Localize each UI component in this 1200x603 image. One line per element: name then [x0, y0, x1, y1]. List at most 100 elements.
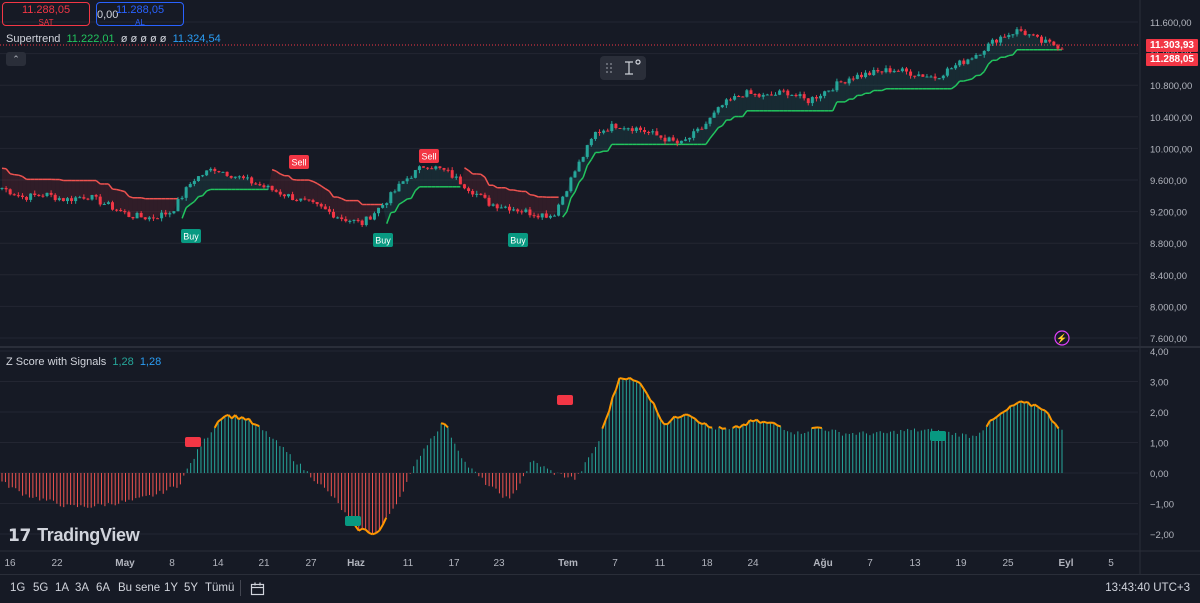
zscore-extreme-line — [445, 424, 448, 427]
candle-body — [230, 176, 233, 178]
candle-body — [893, 71, 896, 72]
date-range-icon[interactable] — [250, 581, 266, 597]
zscore-extreme-line — [355, 526, 358, 531]
supertrend-fill — [231, 177, 235, 190]
supertrend-fill — [751, 94, 755, 111]
supertrend-legend[interactable]: Supertrend 11.222,01 ø ø ø ø ø 11.324,54 — [6, 33, 224, 45]
candle-body — [782, 91, 785, 92]
range-1G[interactable]: 1G — [10, 582, 25, 594]
candle-body — [115, 210, 118, 211]
range-1Y[interactable]: 1Y — [164, 582, 178, 594]
candle-body — [721, 105, 724, 107]
candle-body — [537, 216, 540, 218]
candle-body — [332, 212, 335, 218]
time-axis-label: 7 — [612, 558, 618, 569]
candle-body — [193, 181, 196, 184]
zscore-extreme-line — [695, 419, 698, 423]
candle-body — [160, 213, 163, 219]
collapse-legend-button[interactable]: ⌃ — [6, 52, 26, 66]
zscore-extreme-line — [1021, 401, 1024, 402]
clock-timezone[interactable]: 13:43:40 UTC+3 — [1105, 582, 1190, 594]
supertrend-fill — [640, 130, 644, 144]
candle-body — [954, 65, 957, 68]
supertrend-fill — [739, 96, 743, 116]
zscore-extreme-line — [719, 427, 722, 429]
floating-toolbar[interactable] — [600, 56, 646, 80]
supertrend-fill — [63, 181, 67, 202]
candle-body — [553, 216, 556, 217]
supertrend-fill — [346, 201, 350, 222]
candle-body — [860, 75, 863, 77]
zscore-extreme-line — [362, 529, 365, 530]
supertrend-fill — [841, 82, 845, 102]
supertrend-line — [293, 180, 297, 181]
candle-body — [434, 166, 437, 168]
candle-body — [70, 198, 73, 201]
logo-text: TradingView — [37, 525, 139, 545]
supertrend-fill — [477, 174, 481, 195]
range-5G[interactable]: 5G — [33, 582, 48, 594]
candle-body — [508, 207, 511, 211]
price-axis-label: 7.600,00 — [1150, 334, 1187, 345]
candle-body — [222, 172, 225, 173]
candle-body — [602, 131, 605, 133]
candle-body — [741, 96, 744, 97]
candle-body — [733, 96, 736, 100]
range-6A[interactable]: 6A — [96, 582, 110, 594]
sell-signal-label: Sell — [421, 152, 436, 162]
candle-body — [749, 90, 752, 94]
supertrend-fill — [923, 77, 927, 89]
chart-canvas[interactable]: 11.600,0011.200,0010.800,0010.400,0010.0… — [0, 0, 1200, 574]
zscore-extreme-line — [692, 417, 695, 419]
zscore-extreme-line — [1055, 424, 1058, 429]
zscore-extreme-line — [256, 425, 259, 427]
candle-body — [516, 209, 519, 211]
supertrend-fill — [153, 199, 157, 219]
candle-body — [610, 124, 613, 131]
zscore-extreme-line — [678, 417, 681, 418]
candle-body — [1040, 37, 1043, 43]
supertrend-fill — [788, 95, 792, 111]
drag-handle-icon — [606, 63, 612, 73]
supertrend-fill — [35, 179, 39, 195]
zscore-legend[interactable]: Z Score with Signals 1,28 1,28 — [6, 356, 164, 368]
candle-body — [25, 197, 28, 200]
zscore-extreme-line — [222, 416, 225, 419]
zscore-extreme-line — [372, 533, 375, 534]
candle-body — [672, 137, 675, 140]
buy-button[interactable]: 11.288,05 AL — [96, 2, 184, 26]
range-this-year[interactable]: Bu sene — [118, 582, 160, 594]
supertrend-fill — [1033, 35, 1037, 50]
candle-body — [512, 209, 515, 210]
candle-body — [700, 129, 703, 130]
zscore-extreme-line — [242, 417, 245, 420]
candle-body — [737, 96, 740, 97]
supertrend-line — [141, 198, 145, 199]
supertrend-fill — [550, 197, 554, 216]
range-5Y[interactable]: 5Y — [184, 582, 198, 594]
supertrend-fill — [18, 175, 22, 197]
candle-body — [164, 213, 167, 215]
sell-button[interactable]: 11.288,05 SAT — [2, 2, 90, 26]
range-1A[interactable]: 1A — [55, 582, 69, 594]
candle-body — [226, 172, 229, 176]
candle-body — [111, 202, 114, 209]
zscore-extreme-line — [1011, 405, 1014, 406]
range-all[interactable]: Tümü — [205, 582, 234, 594]
buy-price: 11.288,05 — [116, 4, 164, 16]
candle-body — [103, 204, 106, 205]
candle-body — [365, 217, 368, 225]
osc-axis-label: 3,00 — [1150, 378, 1169, 389]
candle-body — [745, 90, 748, 97]
zscore-extreme-line — [661, 419, 664, 424]
supertrend-line — [391, 212, 395, 213]
candle-body — [91, 195, 94, 199]
supertrend-line — [59, 180, 63, 181]
supertrend-fill — [235, 176, 239, 189]
candle-body — [839, 81, 842, 82]
supertrend-fill — [338, 197, 342, 219]
zscore-sell-marker — [185, 437, 201, 447]
candle-body — [397, 184, 400, 192]
range-3A[interactable]: 3A — [75, 582, 89, 594]
